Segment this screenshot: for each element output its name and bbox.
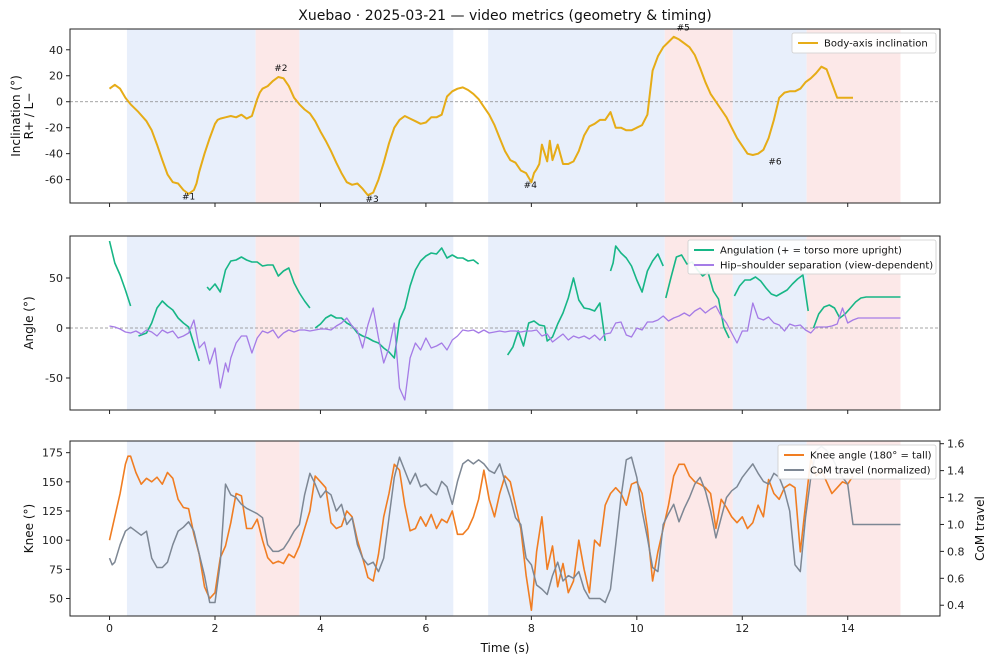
phase-band-4 xyxy=(488,29,665,203)
legend: Knee angle (180° = tall) CoM travel (norm… xyxy=(777,444,937,480)
x-tick-label: 12 xyxy=(735,622,749,635)
legend-box xyxy=(687,239,937,275)
series-angulation-line-8 xyxy=(733,274,809,312)
phase-band-7 xyxy=(806,29,901,203)
phase-band-3 xyxy=(299,441,454,616)
x-tick-label: 10 xyxy=(630,622,644,635)
phase-band-2 xyxy=(255,29,300,203)
panel-frame xyxy=(69,28,941,204)
series-angulation-line-5 xyxy=(506,277,606,356)
event-annotation: #5 xyxy=(677,24,690,34)
y-right-tick-label: 1.4 xyxy=(947,465,965,478)
x-tick-label: 6 xyxy=(422,622,429,635)
event-annotation: #4 xyxy=(524,181,538,191)
phase-band-5 xyxy=(664,441,733,616)
y-tick-label: 125 xyxy=(42,505,63,518)
x-tick-label: 4 xyxy=(317,622,324,635)
legend-box xyxy=(791,32,937,54)
y-tick-label: 150 xyxy=(42,476,63,489)
y-tick-label: 40 xyxy=(49,44,63,57)
series-angulation-line-9 xyxy=(812,296,901,329)
event-annotation: #2 xyxy=(274,64,287,74)
y-right-tick-label: 0.4 xyxy=(947,599,965,612)
y-right-tick-label: 1.2 xyxy=(947,492,965,505)
y-axis-label: Angle (°) xyxy=(22,296,36,349)
legend-entry: Hip–shoulder separation (view-dependent) xyxy=(720,261,933,272)
y-tick-label: -40 xyxy=(45,148,63,161)
y-tick-label: 100 xyxy=(42,534,63,547)
legend-entry: Angulation (+ = torso more upright) xyxy=(720,246,902,257)
legend-entry: Knee angle (180° = tall) xyxy=(810,451,932,462)
event-annotation: #6 xyxy=(768,157,782,167)
panel-3: 17515012510075501.61.41.21.00.80.60.4CoM… xyxy=(22,438,987,635)
legend: Angulation (+ = torso more upright) Hip–s… xyxy=(687,239,937,275)
series-group xyxy=(108,445,901,612)
phase-band-4 xyxy=(488,441,665,616)
y-axis-sublabel: R+ / L− xyxy=(22,93,36,140)
y-tick-label: 50 xyxy=(49,593,63,606)
figure-title: Xuebao · 2025-03-21 — video metrics (geo… xyxy=(298,8,712,24)
y-tick-label: 0 xyxy=(56,96,63,109)
series-knee-line-1 xyxy=(108,455,854,612)
y-tick-label: -50 xyxy=(45,372,63,385)
y-right-tick-label: 0.8 xyxy=(947,545,965,558)
y-tick-label: 175 xyxy=(42,447,63,460)
phase-band-2 xyxy=(255,441,300,616)
series-separation-line-1 xyxy=(109,302,901,401)
panel-1: 40 20 0 -20 -40 -60 Inclination (°) R+ / L− #1 #2… xyxy=(9,24,941,207)
series-inclination-line-1 xyxy=(108,35,853,197)
y-axis-label: Knee (°) xyxy=(22,504,36,553)
y-right-tick-label: 0.6 xyxy=(947,572,965,585)
series-angulation-line-4 xyxy=(314,247,480,359)
y-tick-label: 75 xyxy=(49,563,63,576)
y-tick-label: 50 xyxy=(49,272,63,285)
y-axis-label: Inclination (°) xyxy=(9,75,23,157)
phase-band-3 xyxy=(299,29,454,203)
event-annotation: #1 xyxy=(182,193,195,203)
y-tick-label: -60 xyxy=(45,174,63,187)
panel-frame xyxy=(69,235,941,411)
phase-band-5 xyxy=(664,29,733,203)
y-right-tick-label: 1.6 xyxy=(947,438,965,451)
panel-2: 50 0 -50 Angle (°) Angulation (+ = torso mor… xyxy=(22,235,941,414)
phase-band-1 xyxy=(126,236,256,410)
panel-frame xyxy=(69,440,941,617)
y-axis-right-label: CoM travel xyxy=(973,496,987,561)
series-group xyxy=(108,35,853,197)
series-angulation-line-3 xyxy=(206,256,311,309)
legend-entry: Body-axis inclination xyxy=(824,39,928,50)
y-tick-label: 0 xyxy=(56,322,63,335)
phase-band-1 xyxy=(126,29,256,203)
phase-band-1 xyxy=(126,441,256,616)
event-annotation: #3 xyxy=(365,195,378,205)
x-tick-label: 14 xyxy=(841,622,855,635)
y-tick-label: -20 xyxy=(45,122,63,135)
x-tick-label: 2 xyxy=(212,622,219,635)
series-com-line-1 xyxy=(108,445,901,604)
x-tick-label: 8 xyxy=(528,622,535,635)
legend-box xyxy=(777,444,937,480)
series-angulation-line-1 xyxy=(108,240,132,307)
y-tick-label: 20 xyxy=(49,70,63,83)
phase-band-2 xyxy=(255,236,300,410)
phase-band-4 xyxy=(488,236,665,410)
x-axis-label: Time (s) xyxy=(480,641,530,655)
legend: Body-axis inclination xyxy=(791,32,937,54)
x-tick-label: 0 xyxy=(106,622,113,635)
phase-band-6 xyxy=(732,29,807,203)
y-right-tick-label: 1.0 xyxy=(947,518,965,531)
legend-entry: CoM travel (normalized) xyxy=(810,466,931,477)
series-angulation-line-6 xyxy=(609,245,664,293)
